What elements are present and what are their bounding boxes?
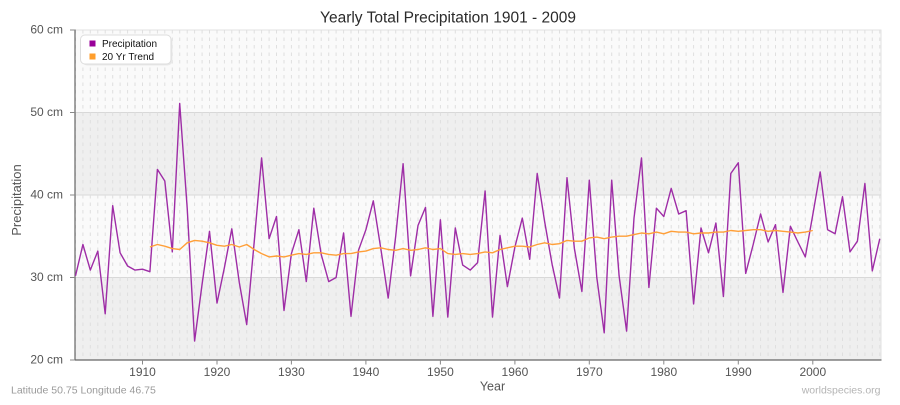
- svg-text:50 cm: 50 cm: [30, 105, 63, 119]
- svg-text:1950: 1950: [427, 365, 454, 379]
- svg-text:1920: 1920: [204, 365, 231, 379]
- svg-text:30 cm: 30 cm: [30, 270, 63, 284]
- svg-text:60 cm: 60 cm: [30, 23, 63, 37]
- svg-text:worldspecies.org: worldspecies.org: [801, 385, 881, 397]
- svg-text:1910: 1910: [129, 365, 156, 379]
- svg-text:20 cm: 20 cm: [30, 353, 63, 367]
- svg-text:1980: 1980: [650, 365, 677, 379]
- svg-text:Precipitation: Precipitation: [102, 39, 157, 50]
- svg-text:1970: 1970: [576, 365, 603, 379]
- svg-text:20 Yr Trend: 20 Yr Trend: [102, 52, 154, 63]
- svg-text:Yearly Total Precipitation 190: Yearly Total Precipitation 1901 - 2009: [320, 10, 576, 27]
- svg-text:1930: 1930: [278, 365, 305, 379]
- svg-text:2000: 2000: [799, 365, 826, 379]
- svg-text:1960: 1960: [502, 365, 529, 379]
- svg-text:Latitude 50.75 Longitude 46.75: Latitude 50.75 Longitude 46.75: [11, 385, 156, 397]
- svg-text:Year: Year: [480, 380, 505, 394]
- svg-text:Precipitation: Precipitation: [9, 164, 24, 236]
- svg-text:1940: 1940: [353, 365, 380, 379]
- svg-text:1990: 1990: [725, 365, 752, 379]
- svg-text:40 cm: 40 cm: [30, 188, 63, 202]
